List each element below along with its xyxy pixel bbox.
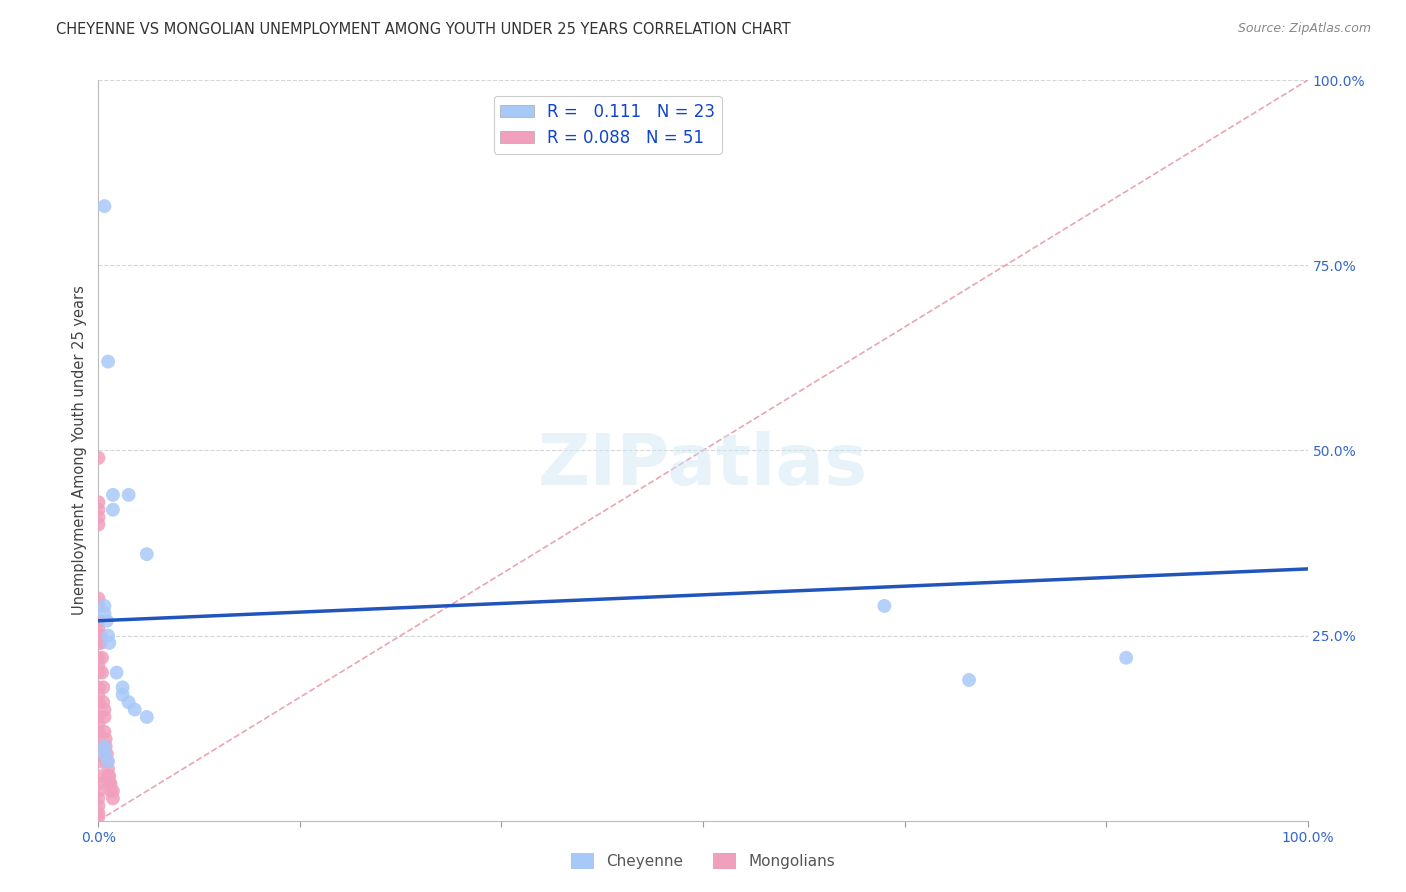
Point (87, 784, 110, 798)
Point (87, 614, 110, 628)
Point (87, 755, 110, 769)
Point (91, 665, 114, 680)
Point (87, 599, 110, 613)
Point (97, 628, 120, 642)
Point (98, 769, 121, 783)
Point (100, 776, 122, 791)
Point (93, 607, 115, 621)
Point (94, 739, 117, 754)
Point (93, 739, 115, 754)
Point (101, 791, 124, 805)
Point (87, 769, 110, 783)
Point (111, 688, 134, 702)
Point (101, 502, 124, 516)
Point (1115, 650, 1137, 665)
Point (87, 739, 110, 754)
Point (87, 665, 110, 680)
Point (100, 784, 122, 798)
Point (87, 591, 110, 606)
Point (93, 724, 115, 739)
Point (118, 695, 141, 709)
Point (111, 681, 134, 695)
Point (98, 636, 121, 650)
Text: CHEYENNE VS MONGOLIAN UNEMPLOYMENT AMONG YOUTH UNDER 25 YEARS CORRELATION CHART: CHEYENNE VS MONGOLIAN UNEMPLOYMENT AMONG… (56, 22, 790, 37)
Point (87, 621, 110, 635)
Point (94, 732, 117, 747)
Point (87, 724, 110, 739)
Point (135, 710, 157, 724)
Point (96, 755, 118, 769)
Point (87, 450, 110, 465)
Point (87, 806, 110, 821)
Point (93, 599, 115, 613)
Point (87, 681, 110, 695)
Point (101, 488, 124, 502)
Legend: Cheyenne, Mongolians: Cheyenne, Mongolians (565, 847, 841, 875)
Point (93, 199, 115, 213)
Point (87, 510, 110, 524)
Point (87, 798, 110, 813)
Point (87, 776, 110, 791)
Point (87, 747, 110, 761)
Point (96, 747, 118, 761)
Point (87, 517, 110, 532)
Point (97, 755, 120, 769)
Point (97, 769, 120, 783)
Point (105, 665, 128, 680)
Point (93, 703, 115, 717)
Point (87, 628, 110, 642)
Text: Source: ZipAtlas.com: Source: ZipAtlas.com (1237, 22, 1371, 36)
Point (124, 703, 146, 717)
Point (873, 599, 896, 613)
Point (87, 695, 110, 709)
Point (91, 681, 114, 695)
Point (87, 717, 110, 731)
Point (87, 791, 110, 805)
Point (87, 810, 110, 824)
Point (87, 658, 110, 673)
Point (98, 776, 121, 791)
Point (87, 650, 110, 665)
Point (135, 547, 157, 561)
Point (91, 695, 114, 709)
Point (87, 710, 110, 724)
Text: ZIPatlas: ZIPatlas (538, 431, 868, 500)
Y-axis label: Unemployment Among Youth under 25 years: Unemployment Among Youth under 25 years (72, 285, 87, 615)
Point (97, 354, 120, 368)
Point (118, 488, 141, 502)
Point (101, 784, 124, 798)
Point (90, 628, 112, 642)
Point (87, 502, 110, 516)
Point (91, 650, 114, 665)
Point (93, 710, 115, 724)
Point (87, 636, 110, 650)
Point (97, 762, 120, 776)
Point (93, 747, 115, 761)
Point (87, 688, 110, 702)
Point (96, 614, 118, 628)
Legend: R =   0.111   N = 23, R = 0.088   N = 51: R = 0.111 N = 23, R = 0.088 N = 51 (494, 96, 721, 153)
Point (90, 636, 112, 650)
Point (957, 673, 980, 687)
Point (87, 495, 110, 509)
